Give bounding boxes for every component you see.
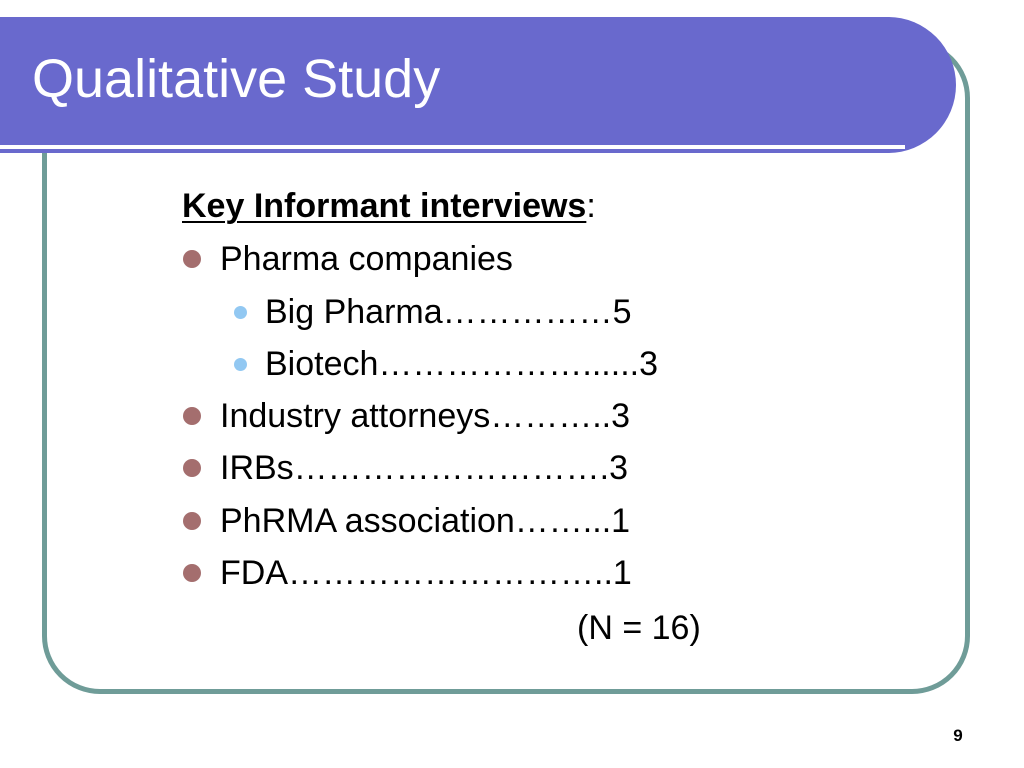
sub-bullet-dot <box>234 358 247 371</box>
sub-bullet-dot <box>234 306 247 319</box>
bullet-dot <box>183 512 201 530</box>
section-heading-colon: : <box>586 187 596 225</box>
title-band <box>0 17 956 153</box>
section-heading: Key Informant interviews: <box>182 184 596 228</box>
list-item-big-pharma: Big Pharma……………5 <box>265 293 632 331</box>
list-item-industry-attorneys: Industry attorneys………..3 <box>220 397 631 435</box>
bullet-dot <box>183 459 201 477</box>
title-underline-rule <box>0 145 905 149</box>
bullet-dot <box>183 564 201 582</box>
page-number: 9 <box>953 726 963 745</box>
list-item-irbs: IRBs……………………….3 <box>220 449 629 487</box>
list-item-pharma-companies: Pharma companies <box>220 240 513 278</box>
bullet-dot <box>183 407 201 425</box>
total-count: (N = 16) <box>577 609 701 647</box>
list-item-phrma-association: PhRMA association……...1 <box>220 502 631 540</box>
section-heading-text: Key Informant interviews <box>182 187 587 225</box>
list-item-biotech: Biotech………………......3 <box>265 345 658 383</box>
slide-title: Qualitative Study <box>32 49 441 109</box>
list-item-fda: FDA………………………..1 <box>220 554 632 592</box>
bullet-dot <box>183 250 201 268</box>
